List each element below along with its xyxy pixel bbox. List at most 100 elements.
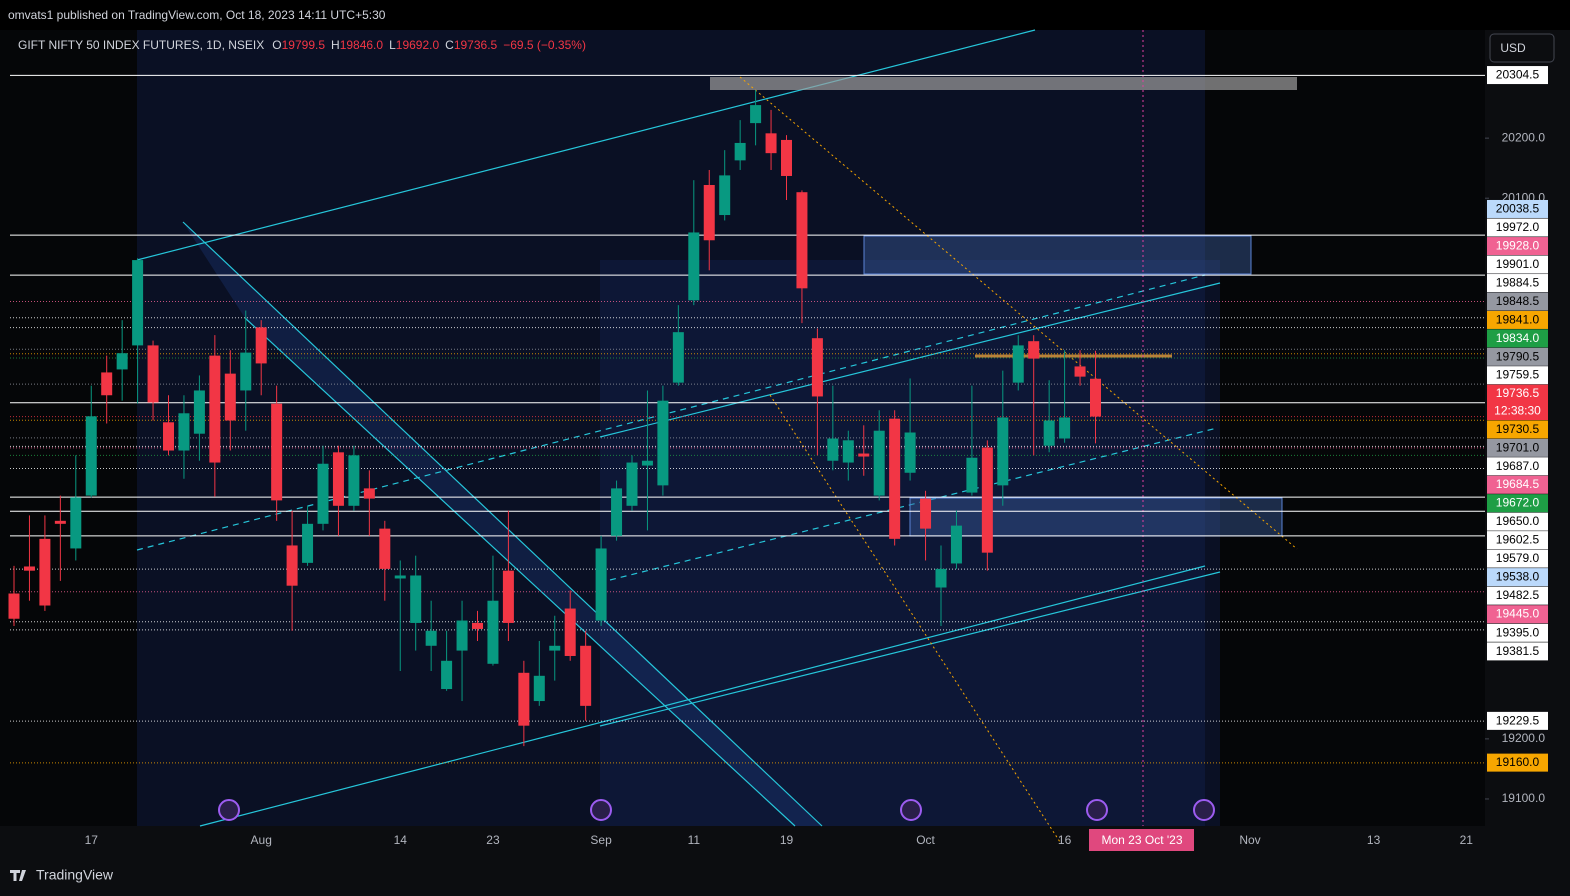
- event-icon[interactable]: [900, 799, 922, 821]
- candle-body: [39, 538, 51, 606]
- x-tick-label: Sep: [590, 833, 612, 847]
- crosshair-date-box: [1089, 829, 1194, 851]
- event-icon[interactable]: [1193, 799, 1215, 821]
- price-label-box: [1487, 420, 1548, 439]
- price-label-box: [1487, 255, 1548, 274]
- event-icons: [218, 799, 1215, 821]
- price-label-box: [1487, 753, 1548, 772]
- trendline: [199, 565, 1206, 827]
- trendline: [182, 221, 823, 827]
- currency-button[interactable]: [1489, 33, 1555, 63]
- legend: GIFT NIFTY 50 INDEX FUTURES, 1D, NSEIX O1…: [18, 38, 586, 52]
- candle-body: [224, 373, 236, 421]
- candle-body: [255, 327, 267, 364]
- price-label-box: [1487, 274, 1548, 293]
- legend-key: H: [331, 38, 340, 52]
- candle-body: [70, 497, 82, 549]
- legend-value: 19692.0: [396, 38, 440, 52]
- candle-body: [518, 672, 530, 726]
- y-tick-label: 19100.0: [1502, 791, 1546, 805]
- candle-body: [719, 175, 731, 216]
- price-label: 19687.0: [1496, 459, 1540, 473]
- candle-body: [240, 352, 252, 391]
- x-tick-label: 19: [780, 833, 794, 847]
- drawings: [136, 29, 1298, 843]
- price-label: 19736.5: [1496, 386, 1540, 400]
- candle-body: [688, 232, 700, 301]
- price-label: 19650.0: [1496, 514, 1540, 528]
- candle-body: [873, 430, 885, 496]
- candle-body: [85, 416, 97, 496]
- price-label: 19602.5: [1496, 533, 1540, 547]
- trendline: [599, 571, 1221, 727]
- candle-body: [163, 422, 174, 451]
- candle-body: [54, 520, 66, 524]
- brand-logo: [10, 870, 26, 881]
- price-label: 19759.5: [1496, 368, 1540, 382]
- candle-body: [827, 438, 839, 461]
- price-label-box: [1487, 605, 1548, 624]
- price-label: 19884.5: [1496, 276, 1540, 290]
- candle-body: [286, 545, 298, 586]
- range-zone: [137, 30, 1205, 826]
- candle-body: [734, 142, 746, 161]
- price-label: 19790.5: [1496, 349, 1540, 363]
- x-tick-label: Aug: [251, 833, 272, 847]
- price-label: 19445.0: [1496, 607, 1540, 621]
- candle-body: [626, 462, 638, 506]
- candle-body: [796, 192, 808, 289]
- price-label-box: [1487, 384, 1548, 421]
- candle-body: [920, 498, 932, 529]
- price-label-box: [1487, 347, 1548, 366]
- price-label: 19160.0: [1496, 755, 1540, 769]
- candle-body: [132, 260, 144, 346]
- price-label-box: [1487, 329, 1548, 348]
- price-label: 19381.5: [1496, 644, 1540, 658]
- zone-box: [863, 235, 1252, 275]
- x-tick-label: Nov: [1239, 833, 1260, 847]
- candle-body: [147, 345, 159, 403]
- candle-body: [533, 675, 545, 702]
- price-label: 19229.5: [1496, 713, 1540, 727]
- candle-body: [950, 525, 962, 564]
- candle-body: [858, 453, 870, 457]
- candle-body: [641, 460, 653, 466]
- price-label-box: [1487, 438, 1548, 457]
- brand-name: TradingView: [36, 867, 114, 883]
- candle-body: [595, 548, 607, 621]
- candle-body: [981, 447, 993, 553]
- price-label-box: [1487, 292, 1548, 311]
- price-countdown: 12:38:30: [1494, 403, 1541, 417]
- candle-body: [209, 355, 221, 463]
- price-label-box: [1487, 457, 1548, 476]
- trendline-dashed: [609, 427, 1218, 581]
- candle-body: [672, 332, 684, 383]
- x-tick-label: 17: [85, 833, 99, 847]
- price-label: 19538.0: [1496, 570, 1540, 584]
- candle-body: [811, 338, 823, 397]
- candle-body: [116, 353, 128, 370]
- candle-body: [1028, 341, 1040, 359]
- trendline: [136, 29, 1036, 261]
- candle-body: [8, 593, 20, 619]
- price-label-box: [1487, 310, 1548, 329]
- candle-body: [317, 463, 329, 524]
- price-label: 20304.5: [1496, 68, 1540, 82]
- candle-body: [781, 139, 792, 176]
- price-label: 19482.5: [1496, 588, 1540, 602]
- y-tick-label: 19200.0: [1502, 731, 1546, 745]
- price-label: 19901.0: [1496, 257, 1540, 271]
- trendline-dotted: [769, 394, 1061, 843]
- candle-body: [502, 570, 514, 623]
- price-label-box: [1487, 218, 1548, 237]
- candle-body: [904, 432, 916, 473]
- event-icon[interactable]: [590, 799, 612, 821]
- price-lines: [10, 74, 1485, 764]
- zone-box: [710, 77, 1297, 90]
- x-tick-label: 21: [1460, 833, 1474, 847]
- event-icon[interactable]: [1086, 799, 1108, 821]
- event-icon[interactable]: [218, 799, 240, 821]
- candle-body: [363, 488, 375, 499]
- chart-title: GIFT NIFTY 50 INDEX FUTURES, 1D, NSEIX: [18, 38, 264, 52]
- candle-body: [23, 566, 35, 571]
